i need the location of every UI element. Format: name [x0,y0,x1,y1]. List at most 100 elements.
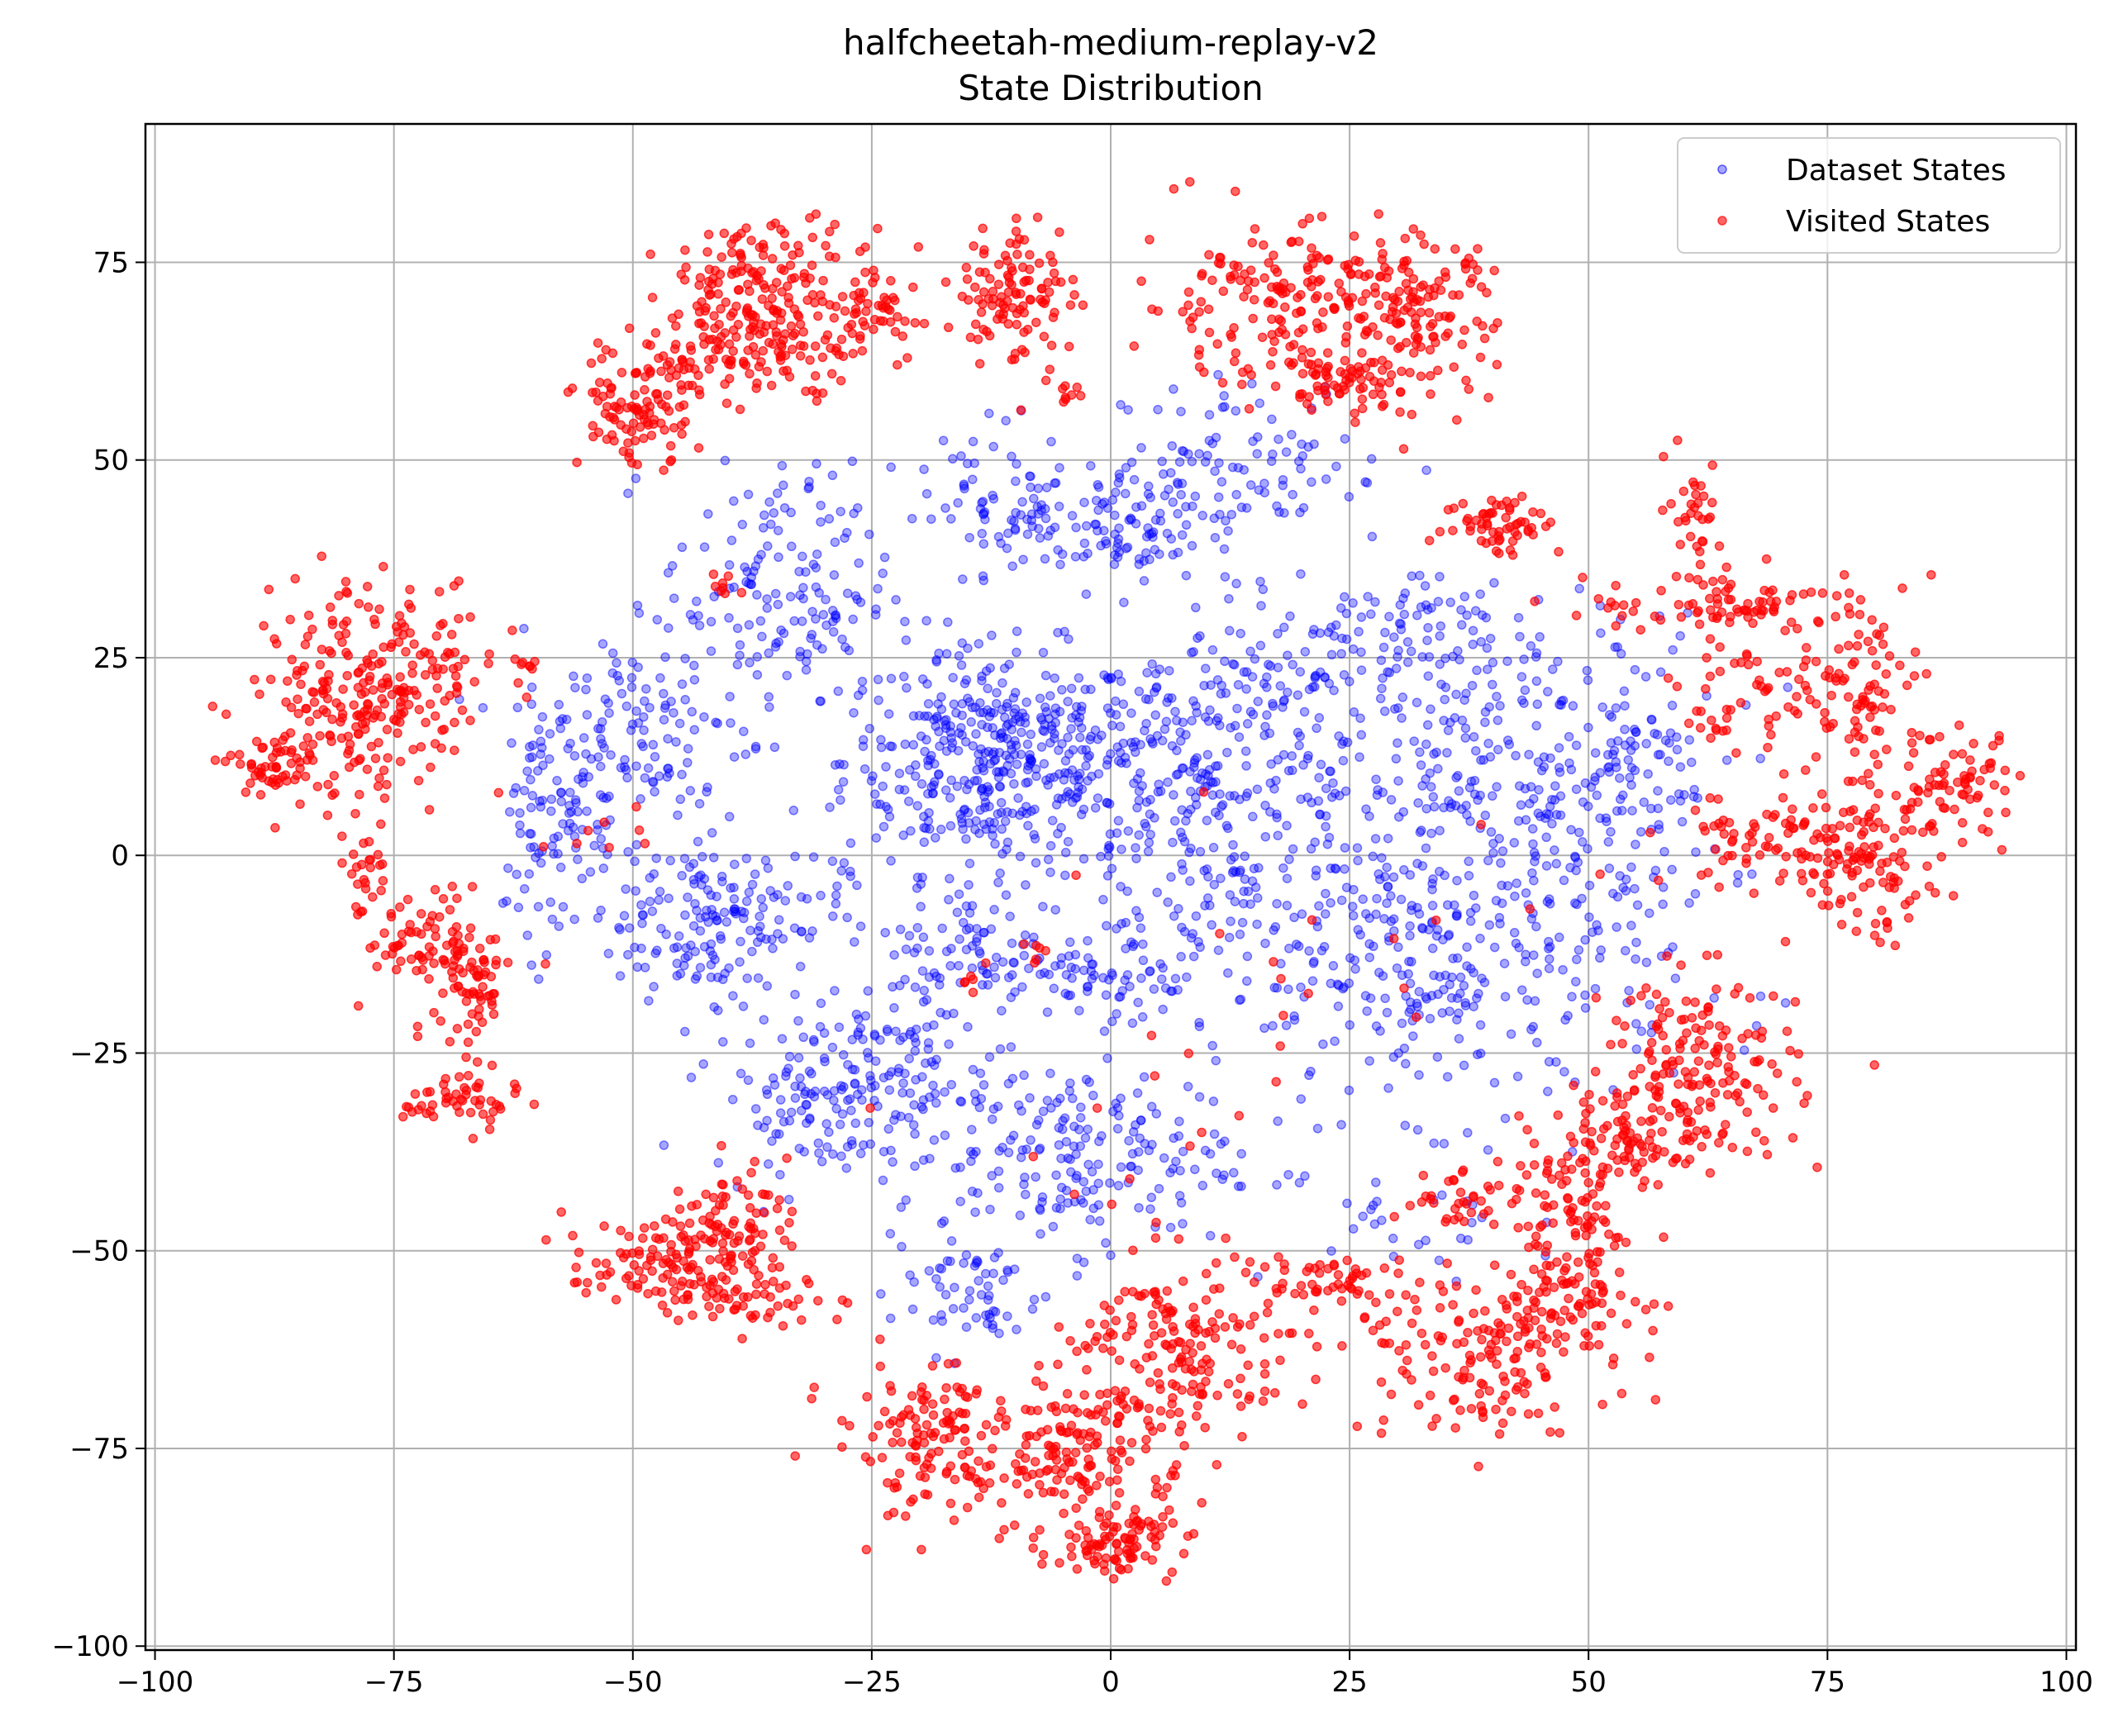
visited-point [1853,816,1861,825]
dataset-point [1365,1057,1373,1065]
dataset-point [1588,928,1597,936]
dataset-point [1322,475,1331,483]
dataset-point [795,1053,803,1062]
dataset-point [1522,889,1531,897]
visited-point [1712,726,1721,735]
visited-point [856,332,864,340]
dataset-point [763,595,771,603]
dataset-point [1296,732,1304,740]
dataset-point [574,855,582,863]
visited-point [1381,264,1389,272]
dataset-point [1171,817,1179,825]
dataset-point [955,747,963,755]
dataset-point [1096,1217,1104,1225]
dataset-point [1640,798,1648,806]
visited-point [1251,225,1259,233]
visited-point [782,351,790,359]
visited-point [1753,606,1761,615]
visited-point [326,647,334,655]
dataset-point [762,856,770,864]
visited-point [1037,284,1045,293]
dataset-point [1413,611,1421,620]
dataset-point [794,1017,802,1025]
visited-point [1835,644,1843,653]
visited-point [1416,231,1425,240]
visited-point [1845,641,1853,649]
dataset-point [1186,877,1194,885]
visited-point [1908,826,1916,835]
dataset-point [1009,958,1017,967]
dataset-point [778,1034,787,1043]
visited-point [397,758,405,766]
dataset-point [734,624,742,632]
dataset-point [913,801,921,810]
dataset-point [1499,847,1507,855]
dataset-point [1122,464,1131,472]
dataset-point [525,870,533,878]
dataset-point [1024,778,1032,787]
visited-point [1206,328,1214,336]
dataset-point [774,489,782,497]
dataset-point [1165,667,1174,675]
visited-point [474,1058,482,1066]
visited-point [489,1108,497,1116]
dataset-point [1097,1132,1106,1140]
visited-point [1726,618,1734,626]
dataset-point [879,1177,888,1185]
visited-point [1651,1073,1659,1082]
dataset-point [669,709,678,717]
dataset-point [1584,724,1592,732]
dataset-point [1229,464,1237,472]
dataset-point [1080,854,1088,863]
dataset-point [1416,828,1424,836]
visited-point [1299,325,1307,333]
dataset-point [1511,892,1519,901]
visited-point [258,773,266,782]
dataset-point [1620,687,1628,695]
dataset-point [1307,798,1316,806]
dataset-point [1114,816,1122,825]
visited-point [1779,869,1788,878]
dataset-point [1230,1168,1238,1177]
visited-point [1685,719,1693,727]
visited-point [791,330,799,338]
dataset-point [1710,994,1718,1002]
dataset-point [1631,955,1640,963]
dataset-point [1031,806,1039,814]
dataset-point [1584,802,1592,811]
dataset-point [763,982,771,990]
visited-point [1397,318,1405,326]
dataset-point [538,713,546,721]
visited-point [1453,416,1461,424]
dataset-point [1051,710,1059,718]
visited-point [1830,860,1838,868]
visited-point [253,737,261,745]
dataset-point [594,725,602,733]
dataset-point [865,530,874,539]
dataset-point [1128,1019,1136,1027]
visited-point [745,369,754,378]
dataset-point [694,838,702,846]
visited-point [1361,273,1369,281]
dataset-point [979,540,988,548]
dataset-point [1654,787,1662,795]
dataset-point [848,457,856,465]
dataset-point [1557,701,1565,709]
dataset-point [932,1055,940,1063]
dataset-point [1269,1022,1277,1030]
visited-point [436,1017,445,1025]
visited-point [1264,259,1273,267]
visited-point [1780,770,1788,778]
dataset-point [774,601,782,609]
visited-point [646,341,655,350]
dataset-point [1512,752,1520,760]
visited-point [465,934,474,942]
visited-point [1718,1032,1726,1040]
dataset-point [1520,655,1528,663]
dataset-point [1534,809,1542,817]
visited-point [1378,255,1386,264]
dataset-point [1188,542,1197,550]
visited-point [1860,843,1869,851]
visited-point [1219,378,1227,387]
visited-point [1772,846,1780,854]
